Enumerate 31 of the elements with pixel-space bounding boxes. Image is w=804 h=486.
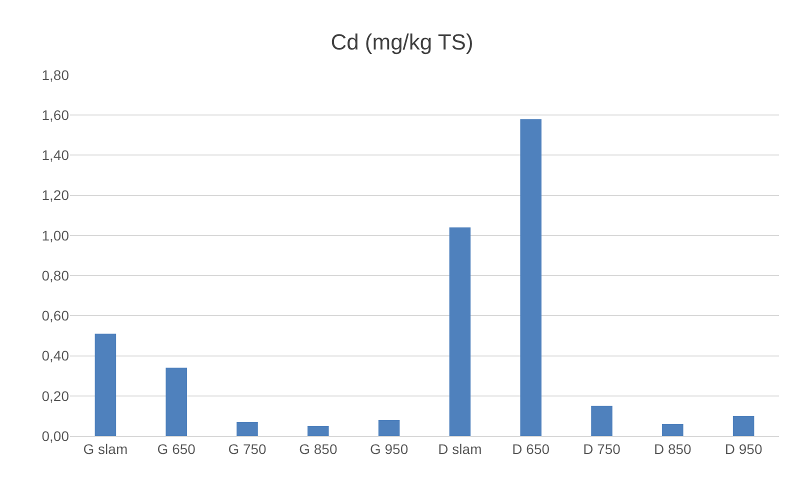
y-tick-label: 1,80	[42, 66, 70, 83]
y-tick-label: 1,20	[42, 187, 70, 204]
x-tick-label: G 750	[228, 440, 267, 457]
bar	[732, 416, 754, 436]
bar	[662, 424, 684, 436]
y-tick-label: 0,20	[42, 388, 70, 404]
x-tick-label: D 950	[724, 440, 762, 457]
bar	[236, 422, 258, 436]
x-tick-label: G slam	[83, 440, 128, 457]
chart-title: Cd (mg/kg TS)	[330, 29, 474, 54]
bar	[520, 119, 542, 436]
bar	[94, 334, 116, 436]
y-tick-label: 0,80	[42, 267, 70, 284]
bar	[591, 406, 612, 436]
y-tick-label: 1,40	[42, 147, 70, 164]
bar	[166, 368, 187, 436]
y-tick-label: 0,00	[42, 428, 70, 444]
x-tick-label: D slam	[438, 440, 482, 457]
x-tick-label: G 650	[157, 440, 196, 457]
x-tick-label: D 850	[654, 440, 692, 457]
bar	[449, 227, 471, 436]
y-tick-label: 1,00	[42, 227, 70, 244]
x-tick-label: D 750	[583, 440, 621, 457]
y-tick-label: 1,60	[42, 107, 70, 124]
x-tick-label: D 650	[512, 440, 550, 457]
y-tick-label: 0,60	[42, 308, 70, 324]
bar	[308, 426, 329, 436]
bar	[378, 420, 400, 436]
x-tick-label: G 950	[370, 440, 408, 457]
y-tick-label: 0,40	[42, 348, 70, 364]
x-tick-label: G 850	[299, 440, 338, 457]
